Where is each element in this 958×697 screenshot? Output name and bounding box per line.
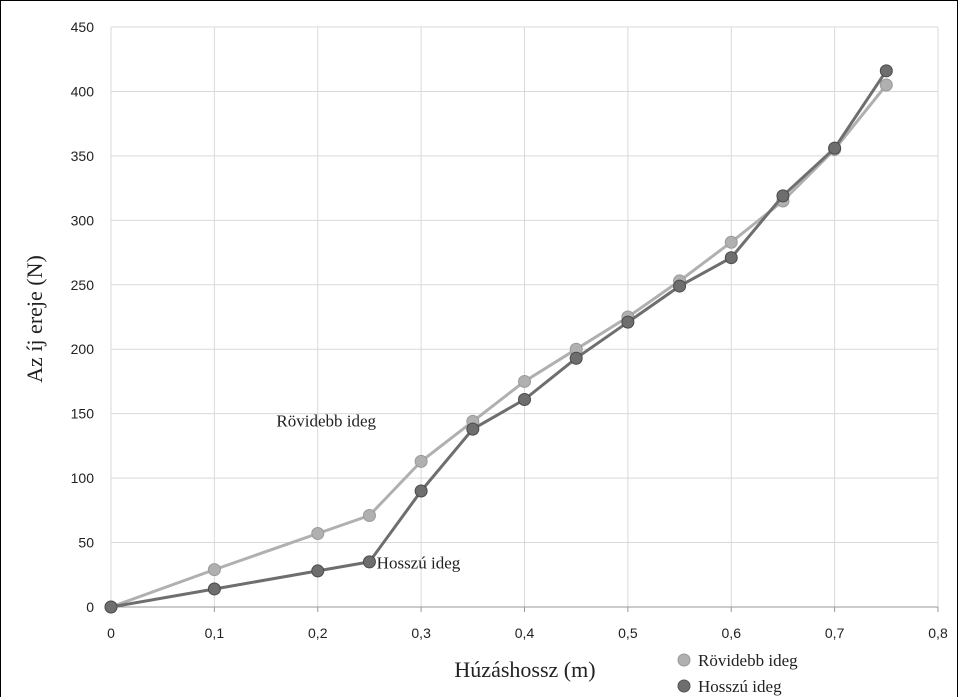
x-tick-label: 0,2 [308, 625, 328, 641]
data-point [311, 527, 325, 541]
data-point [414, 484, 428, 498]
data-point [724, 235, 738, 249]
data-point [466, 422, 480, 436]
grid [110, 26, 939, 608]
series-1 [104, 64, 893, 614]
legend-label-hosszu: Hosszú ideg [698, 677, 782, 696]
data-point [518, 392, 531, 406]
data-point [362, 508, 376, 522]
legend: Rövidebb ideg Hosszú ideg [677, 651, 798, 696]
x-tick-label: 0 [107, 625, 115, 641]
x-tick-label: 0,6 [722, 625, 742, 641]
data-point [518, 374, 531, 388]
y-tick-label: 200 [71, 341, 95, 357]
x-tick-label: 0,8 [928, 625, 948, 641]
annotations: Rövidebb ideg Hosszú ideg [276, 412, 460, 573]
x-tick-label: 0,1 [205, 625, 225, 641]
series-line [110, 84, 888, 609]
legend-marker-rovidebb [677, 653, 691, 667]
x-axis-title: Húzáshossz (m) [454, 657, 595, 682]
data-point [414, 454, 428, 468]
y-tick-label: 450 [71, 19, 95, 35]
y-tick-label: 400 [71, 83, 95, 99]
x-tick-label: 0,4 [515, 625, 535, 641]
data-point [569, 351, 583, 365]
legend-marker-hosszu [677, 679, 691, 693]
x-tick-label: 0,7 [825, 625, 845, 641]
data-point [828, 141, 842, 155]
series-0 [104, 78, 893, 614]
legend-label-rovidebb: Rövidebb ideg [698, 651, 798, 670]
y-tick-label: 250 [71, 277, 95, 293]
axes: 0 50 100 150 200 250 300 350 400 450 0 0,1 0,2 0,3 0,4… [71, 19, 948, 641]
data-point [621, 315, 635, 329]
y-axis-title: Az íj ereje (N) [22, 255, 47, 383]
data-point [724, 251, 738, 265]
y-tick-label: 100 [71, 470, 95, 486]
annotation-label: Rövidebb ideg [276, 412, 376, 431]
x-tick-label: 0,5 [618, 625, 638, 641]
data-point [104, 600, 118, 614]
data-point [879, 78, 893, 92]
data-point [207, 582, 221, 596]
y-tick-label: 150 [71, 406, 95, 422]
series-layer [104, 64, 893, 614]
data-point [311, 564, 325, 578]
data-point [776, 189, 790, 203]
data-point [207, 563, 221, 577]
data-point [879, 64, 893, 78]
data-point [673, 279, 687, 293]
y-tick-label: 0 [86, 599, 94, 615]
series-line [110, 69, 888, 609]
y-tick-label: 300 [71, 212, 95, 228]
y-tick-label: 350 [71, 148, 95, 164]
x-tick-label: 0,3 [411, 625, 431, 641]
y-tick-label: 50 [78, 535, 94, 551]
data-point [362, 555, 376, 569]
annotation-label: Hosszú ideg [377, 553, 461, 572]
